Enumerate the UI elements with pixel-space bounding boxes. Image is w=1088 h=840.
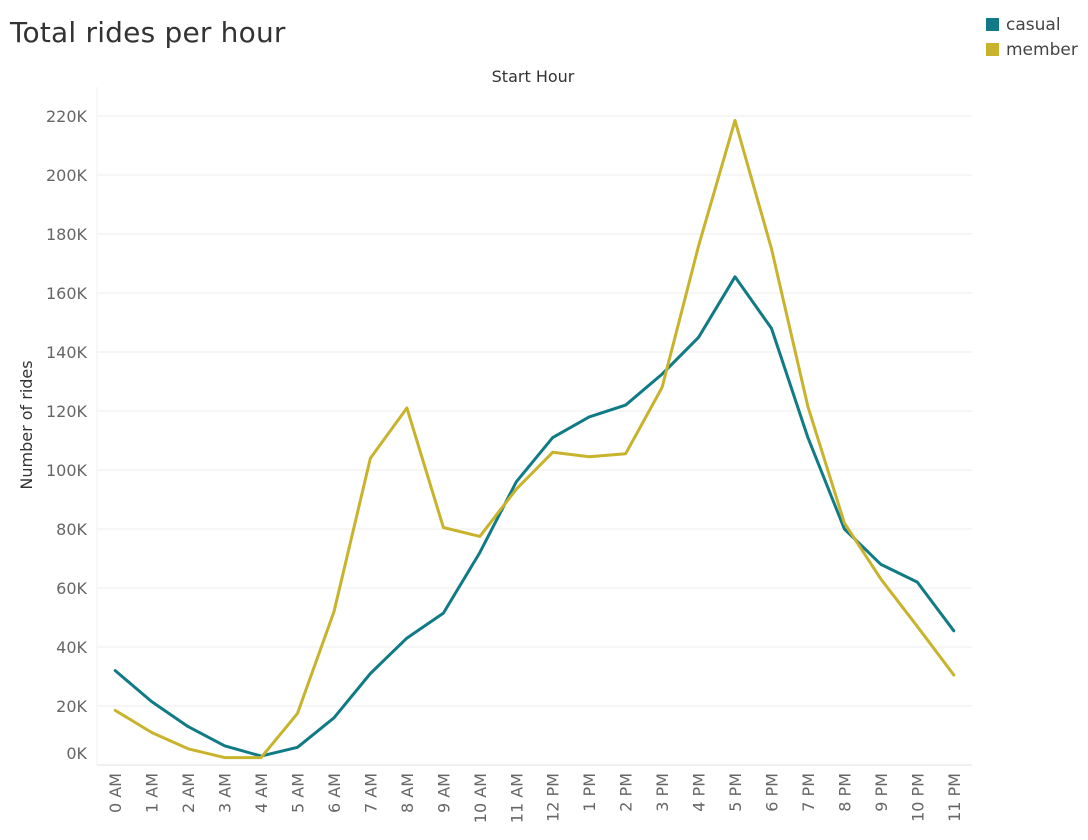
x-tick-label: 1 AM	[143, 773, 162, 813]
y-tick-label: 100K	[46, 461, 88, 480]
y-tick-label: 140K	[46, 343, 88, 362]
legend-label-member: member	[1006, 39, 1078, 60]
legend-swatch-casual	[986, 18, 999, 31]
x-tick-label: 3 PM	[653, 773, 672, 812]
legend: casual member	[986, 12, 1078, 62]
y-tick-label: 160K	[46, 284, 88, 303]
x-tick-label: 5 AM	[289, 773, 308, 813]
x-tick-label: 3 AM	[216, 773, 235, 813]
y-axis-ticks: 0K 20K 40K 60K 80K 100K 120K 140K 160K 180K 200K 22…	[46, 107, 88, 763]
y-tick-label: 220K	[46, 107, 88, 126]
x-tick-label: 5 PM	[726, 773, 745, 812]
x-tick-label: 8 AM	[398, 773, 417, 813]
y-tick-label: 200K	[46, 166, 88, 185]
y-tick-label: 20K	[56, 697, 87, 716]
y-tick-label: 80K	[56, 520, 87, 539]
y-tick-label: 60K	[56, 579, 87, 598]
x-tick-label: 11 AM	[507, 773, 526, 823]
grid-lines	[96, 87, 972, 766]
series-lines	[113, 118, 956, 760]
x-tick-label: 12 PM	[544, 773, 563, 822]
x-tick-label: 6 AM	[325, 773, 344, 813]
x-tick-label: 6 PM	[762, 773, 781, 812]
x-tick-label: 7 PM	[799, 773, 818, 812]
x-axis-ticks: 0 AM 1 AM 2 AM 3 AM 4 AM 5 AM 6 AM 7 AM 8 AM 9 AM…	[106, 773, 964, 823]
x-tick-label: 10 AM	[471, 773, 490, 823]
legend-item-casual[interactable]: casual	[986, 12, 1078, 37]
y-tick-label: 180K	[46, 225, 88, 244]
y-tick-label: 0K	[66, 744, 87, 763]
x-tick-label: 10 PM	[908, 773, 927, 822]
x-tick-label: 4 AM	[252, 773, 271, 813]
x-tick-label: 2 AM	[179, 773, 198, 813]
y-tick-label: 40K	[56, 638, 87, 657]
x-tick-label: 9 PM	[872, 773, 891, 812]
series-line-casual	[113, 275, 956, 758]
y-axis-label: Number of rides	[17, 360, 36, 489]
x-tick-label: 1 PM	[580, 773, 599, 812]
y-tick-label: 120K	[46, 402, 88, 421]
x-tick-label: 8 PM	[835, 773, 854, 812]
legend-swatch-member	[986, 43, 999, 56]
x-tick-label: 4 PM	[690, 773, 709, 812]
chart-title: Total rides per hour	[10, 16, 286, 49]
x-tick-label: 2 PM	[617, 773, 636, 812]
x-tick-label: 7 AM	[361, 773, 380, 813]
x-tick-label: 9 AM	[434, 773, 453, 813]
series-line-member	[113, 118, 956, 760]
x-tick-label: 11 PM	[945, 773, 964, 822]
x-tick-label: 0 AM	[106, 773, 125, 813]
legend-item-member[interactable]: member	[986, 37, 1078, 62]
legend-label-casual: casual	[1006, 14, 1061, 35]
x-axis-label: Start Hour	[492, 67, 575, 86]
